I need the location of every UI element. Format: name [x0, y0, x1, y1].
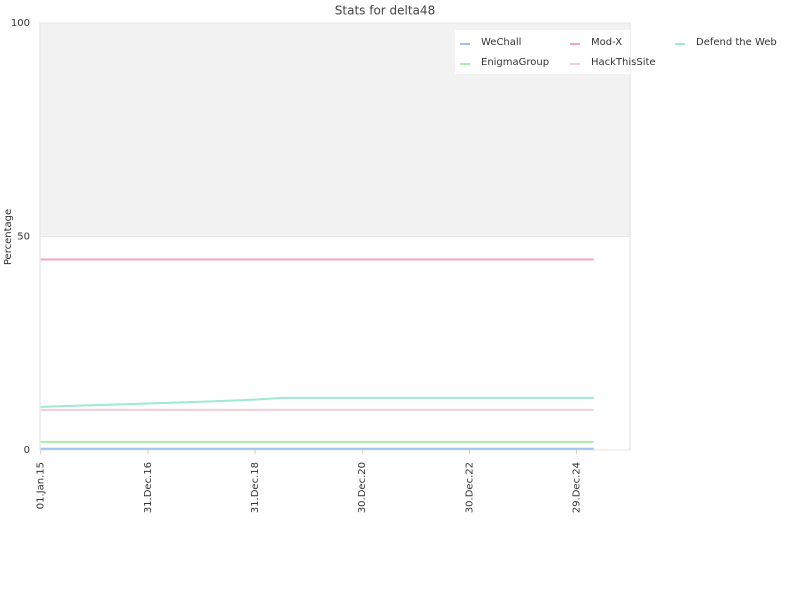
legend-label: Defend the Web [696, 37, 777, 48]
legend-label: EnigmaGroup [481, 57, 549, 68]
chart-title: Stats for delta48 [335, 4, 435, 18]
y-tick-label: 50 [17, 232, 30, 243]
x-tick-label: 30.Dec.22 [464, 462, 475, 513]
legend-label: WeChall [481, 37, 521, 48]
x-tick-label: 31.Dec.18 [250, 462, 261, 513]
x-tick-label: 01.Jan.15 [36, 462, 47, 509]
y-tick-label: 0 [24, 445, 30, 456]
series-line [40, 396, 594, 408]
x-tick-label: 30.Dec.20 [357, 462, 368, 513]
legend-label: HackThisSite [591, 57, 656, 68]
y-axis-label: Percentage [3, 209, 14, 265]
legend-label: Mod-X [591, 37, 622, 48]
x-tick-label: 31.Dec.16 [143, 462, 154, 513]
x-tick-label: 29.Dec.24 [572, 462, 583, 513]
y-tick-label: 100 [11, 18, 30, 29]
legend-box [455, 30, 630, 74]
